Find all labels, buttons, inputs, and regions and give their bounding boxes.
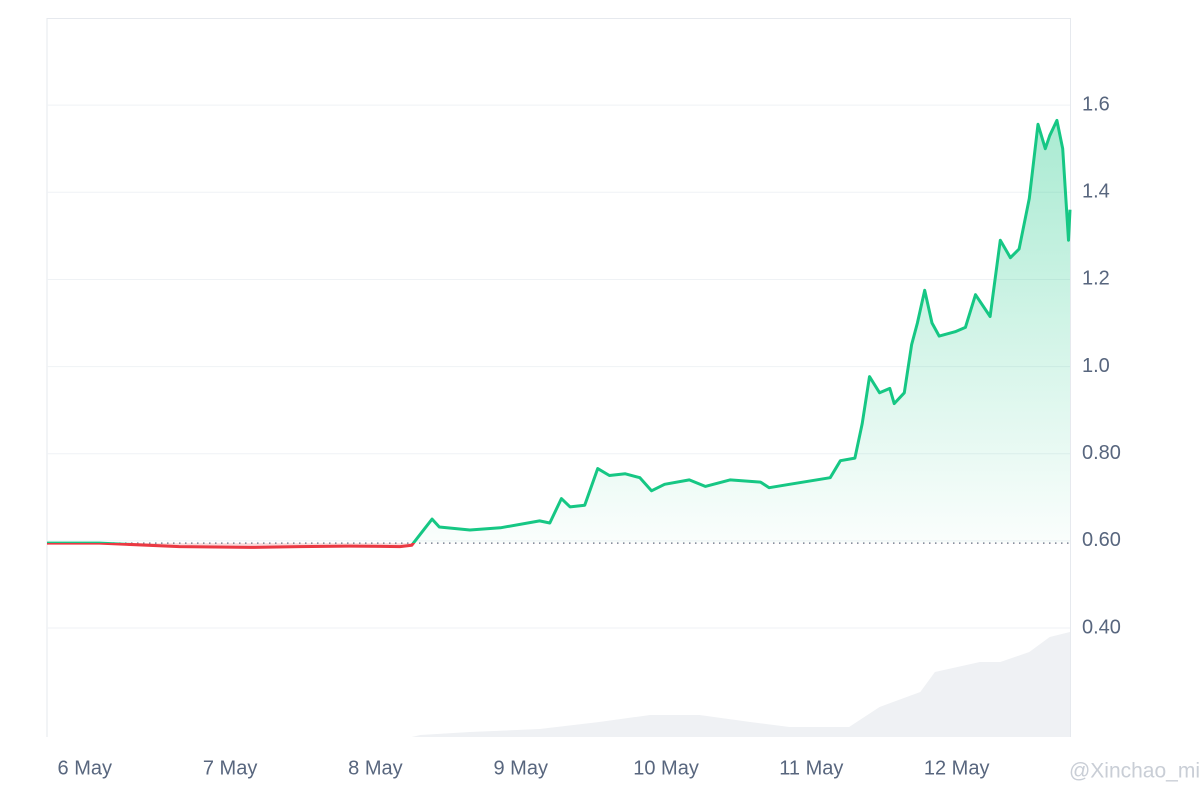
- y-tick-label: 0.80: [1082, 442, 1121, 464]
- price-line: [47, 118, 1072, 549]
- price-area: [47, 120, 1070, 548]
- plot-frame: [46, 18, 1071, 737]
- x-tick-label: 10 May: [633, 757, 699, 779]
- y-tick-label: 0.60: [1082, 529, 1121, 551]
- x-tick-label: 11 May: [779, 757, 843, 779]
- x-tick-label: 6 May: [58, 757, 112, 779]
- x-tick-label: 8 May: [348, 757, 402, 779]
- x-tick-label: 9 May: [493, 757, 547, 779]
- y-tick-label: 1.2: [1082, 268, 1110, 290]
- x-tick-label: 12 May: [924, 757, 990, 779]
- y-tick-label: 1.6: [1082, 93, 1110, 115]
- y-tick-label: 1.0: [1082, 355, 1110, 377]
- y-tick-label: 0.40: [1082, 616, 1121, 638]
- x-tick-label: 7 May: [203, 757, 257, 779]
- volume-area: [47, 632, 1070, 737]
- y-tick-label: 1.4: [1082, 181, 1110, 203]
- watermark: @Xinchao_mi: [1069, 760, 1200, 783]
